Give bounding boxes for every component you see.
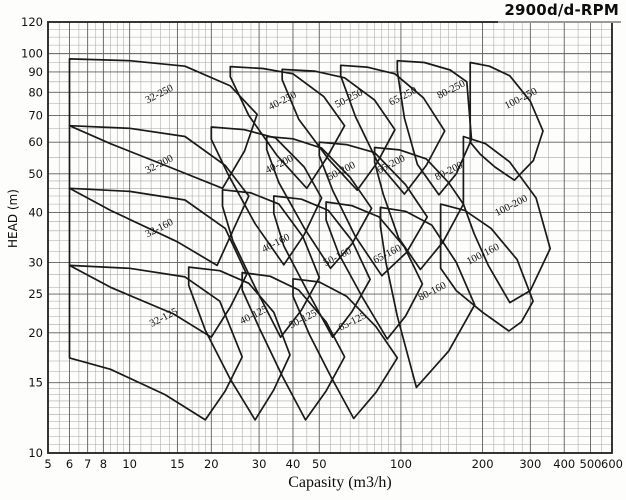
envelope-40-160 [221,188,321,339]
x-tick-label: 30 [252,457,267,471]
envelope-32-200 [68,124,250,267]
x-tick-label: 600 [601,457,623,471]
envelope-65-250 [339,64,446,195]
plot-frame [47,21,613,454]
envelope-80-250 [396,59,473,196]
x-tick-label: 200 [472,457,494,471]
pump-envelope-labels: 32-125 40-125 50-125 65-12532-16040-16050-1… [144,78,539,333]
x-tick-label: 40 [286,457,301,471]
chart-title: 2900d/d-RPM [498,1,621,23]
pump-envelopes [68,58,552,421]
x-tick-label: 500 [580,457,602,471]
envelope-32-160 [68,187,248,339]
grid-minor [48,22,612,453]
envelope-50-160 [272,195,371,339]
y-tick-label: 20 [28,326,43,340]
envelope-65-200 [318,141,429,277]
envelope-label-50-250: 50-250 [333,87,365,110]
envelope-label-80-200: 80-200 [433,160,465,183]
y-tick-label: 60 [28,135,43,149]
x-tick-label: 10 [122,457,137,471]
x-tick-label: 400 [553,457,575,471]
envelope-40-200 [210,126,323,266]
envelope-label-65-125: 65-125 [337,310,369,333]
envelope-label-32-160: 32-160 [144,217,176,240]
x-tick-label: 8 [100,457,107,471]
y-tick-label: 80 [28,85,43,99]
y-tick-label: 50 [28,167,43,181]
envelope-label-50-125: 50-125 [287,308,319,331]
envelope-65-125 [292,277,399,420]
x-tick-label: 7 [84,457,91,471]
y-tick-label: 90 [28,65,43,79]
x-tick-label: 50 [312,457,327,471]
envelope-label-100-160: 100-160 [465,242,501,268]
envelope-label-32-200: 32-200 [144,153,176,176]
x-tick-label: 15 [170,457,185,471]
x-tick-label: 100 [390,457,412,471]
envelope-label-100-200: 100-200 [493,193,529,219]
x-tick-label: 5 [44,457,51,471]
y-tick-label: 120 [21,15,43,29]
x-tick-label: 300 [519,457,541,471]
y-axis-label: HEAD (m) [6,189,20,248]
envelope-50-125 [241,271,346,421]
envelope-50-200 [265,135,373,270]
tick-labels: 5 6 7 8 10 15 20 30 40 50 100 200 300 400 500 600 10 15 20… [21,15,623,471]
y-tick-label: 30 [28,255,43,269]
envelope-100-250 [469,61,544,182]
y-tick-label: 70 [28,108,43,122]
envelope-100-200 [462,135,552,304]
envelope-65-160 [325,201,424,340]
y-tick-label: 100 [21,47,43,61]
envelope-100-160 [439,203,534,332]
y-tick-label: 15 [28,376,43,390]
envelope-32-250 [68,58,258,190]
envelope-label-32-250: 32-250 [144,83,176,106]
y-tick-label: 25 [28,287,43,301]
envelope-32-125 [68,264,244,421]
x-axis-label: Capasity (m3/h) [288,474,392,491]
envelope-label-40-125: 40-125 [238,304,270,327]
envelope-40-250 [229,65,346,190]
envelope-40-125 [187,266,291,421]
x-tick-label: 6 [66,457,73,471]
envelope-50-250 [281,68,396,192]
y-tick-label: 10 [28,446,43,460]
y-tick-label: 40 [28,206,43,220]
x-tick-label: 20 [204,457,219,471]
